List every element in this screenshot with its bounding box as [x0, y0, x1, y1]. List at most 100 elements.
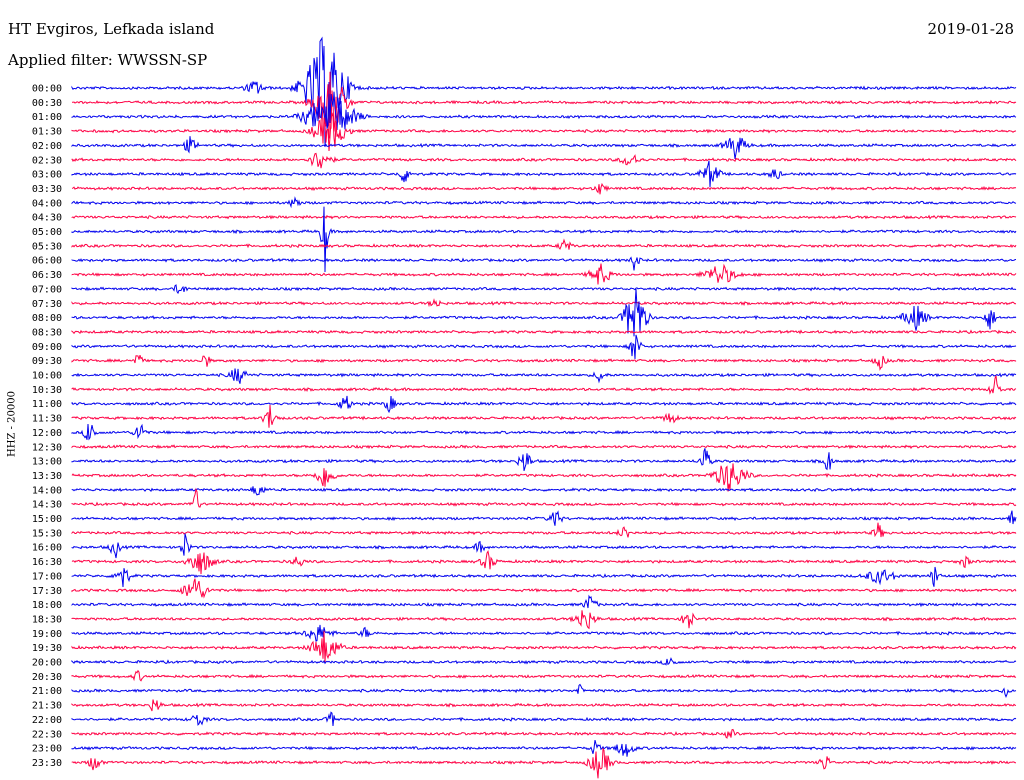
- trace-line-0900: [71, 334, 1017, 360]
- trace-line-0400: [71, 196, 1017, 209]
- time-tick-label: 06:30: [32, 270, 62, 281]
- trace-line-0830: [71, 329, 1017, 335]
- trace-line-2000: [71, 657, 1017, 666]
- time-tick-label: 06:00: [32, 256, 62, 267]
- time-tick-label: 00:30: [32, 98, 62, 109]
- time-tick-label: 09:00: [32, 342, 62, 353]
- time-tick-label: 04:30: [32, 213, 62, 224]
- time-tick-label: 11:00: [32, 399, 62, 410]
- trace-line-2230: [71, 728, 1017, 739]
- time-tick-label: 22:00: [32, 715, 62, 726]
- tick-labels: 00:00 00:30 01:00 01:30 02:00 02:30 03:00 03:30…: [32, 84, 62, 769]
- trace-line-1030: [71, 375, 1017, 395]
- trace-line-0730: [71, 298, 1017, 308]
- time-tick-label: 07:30: [32, 299, 62, 310]
- trace-line-1400: [71, 486, 1017, 496]
- y-axis-label: HHZ - 20000: [6, 391, 18, 457]
- trace-line-0200: [71, 136, 1017, 159]
- time-tick-label: 23:30: [32, 758, 62, 769]
- trace-line-0330: [71, 182, 1017, 195]
- trace-line-2330: [71, 747, 1016, 779]
- trace-layer: [71, 36, 1017, 779]
- time-tick-label: 01:00: [32, 112, 62, 123]
- trace-line-1630: [71, 550, 1017, 575]
- time-tick-label: 10:30: [32, 385, 62, 396]
- time-tick-label: 18:30: [32, 614, 62, 625]
- trace-line-0300: [71, 160, 1017, 188]
- time-tick-label: 17:00: [32, 571, 62, 582]
- trace-line-1830: [71, 610, 1017, 630]
- time-tick-label: 20:30: [32, 672, 62, 683]
- trace-line-2100: [71, 683, 1017, 699]
- time-tick-label: 10:00: [32, 371, 62, 382]
- time-tick-label: 19:30: [32, 643, 62, 654]
- time-tick-label: 18:00: [32, 600, 62, 611]
- trace-line-2130: [71, 699, 1017, 712]
- time-tick-label: 03:30: [32, 184, 62, 195]
- trace-line-0130: [71, 112, 1017, 152]
- trace-line-0930: [71, 354, 1017, 371]
- trace-line-1100: [71, 395, 1017, 414]
- trace-line-1530: [71, 522, 1017, 538]
- time-tick-label: 16:00: [32, 543, 62, 554]
- trace-line-0530: [71, 238, 1017, 250]
- time-tick-label: 21:00: [32, 686, 62, 697]
- time-tick-label: 02:30: [32, 155, 62, 166]
- time-tick-label: 11:30: [32, 414, 62, 425]
- trace-line-0500: [71, 206, 1017, 273]
- trace-line-0100: [71, 91, 1017, 131]
- time-tick-label: 05:30: [32, 241, 62, 252]
- trace-line-1230: [71, 444, 1017, 450]
- trace-line-1200: [71, 423, 1017, 441]
- time-tick-label: 22:30: [32, 729, 62, 740]
- trace-line-1900: [71, 624, 1017, 642]
- time-tick-label: 03:00: [32, 170, 62, 181]
- trace-line-1700: [71, 566, 1017, 588]
- time-tick-label: 12:30: [32, 442, 62, 453]
- station-title: HT Evgiros, Lefkada island: [8, 20, 215, 38]
- trace-line-1800: [71, 594, 1017, 609]
- trace-line-2030: [71, 669, 1017, 682]
- trace-line-0030: [71, 71, 1017, 139]
- time-tick-label: 05:00: [32, 227, 62, 238]
- trace-line-0600: [71, 256, 1017, 271]
- time-tick-label: 14:30: [32, 500, 62, 511]
- time-tick-label: 14:00: [32, 485, 62, 496]
- time-tick-label: 12:00: [32, 428, 62, 439]
- time-tick-label: 20:00: [32, 658, 62, 669]
- time-tick-label: 04:00: [32, 198, 62, 209]
- time-tick-label: 21:30: [32, 701, 62, 712]
- time-tick-label: 09:30: [32, 356, 62, 367]
- trace-line-1600: [71, 533, 1017, 559]
- trace-line-1300: [71, 448, 1017, 472]
- trace-line-2300: [71, 739, 1017, 757]
- trace-line-1000: [71, 368, 1017, 384]
- trace-line-1330: [71, 463, 1017, 492]
- trace-line-0800: [71, 288, 1017, 337]
- time-tick-label: 07:00: [32, 284, 62, 295]
- trace-line-1930: [71, 630, 1017, 663]
- time-tick-label: 17:30: [32, 586, 62, 597]
- trace-line-0430: [71, 214, 1017, 220]
- date-label: 2019-01-28: [927, 20, 1014, 38]
- time-tick-label: 16:30: [32, 557, 62, 568]
- time-tick-label: 15:30: [32, 528, 62, 539]
- trace-line-0700: [71, 284, 1017, 295]
- trace-line-0630: [71, 263, 1017, 285]
- time-tick-label: 23:00: [32, 744, 62, 755]
- filter-label: Applied filter: WWSSN-SP: [8, 51, 208, 69]
- trace-line-1730: [71, 578, 1017, 599]
- trace-line-0000: [71, 36, 1017, 147]
- trace-line-1500: [71, 510, 1017, 526]
- time-tick-label: 13:00: [32, 457, 62, 468]
- trace-line-1130: [71, 404, 1017, 428]
- trace-line-2200: [71, 711, 1017, 727]
- time-tick-label: 08:30: [32, 327, 62, 338]
- time-tick-label: 02:00: [32, 141, 62, 152]
- time-tick-label: 01:30: [32, 127, 62, 138]
- time-tick-label: 15:00: [32, 514, 62, 525]
- time-tick-label: 19:00: [32, 629, 62, 640]
- time-tick-label: 13:30: [32, 471, 62, 482]
- time-tick-label: 00:00: [32, 84, 62, 95]
